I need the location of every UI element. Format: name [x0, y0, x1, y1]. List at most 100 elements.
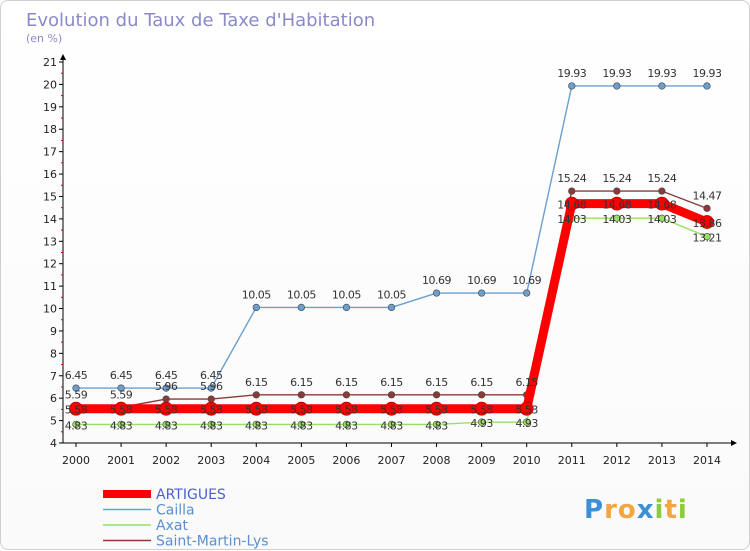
data-point — [69, 401, 83, 416]
data-label: 19.93 — [557, 67, 586, 80]
y-tick-label: 10 — [43, 303, 57, 316]
data-point — [339, 401, 354, 416]
data-point — [703, 232, 711, 241]
data-label: 6.15 — [470, 376, 493, 389]
data-point — [387, 420, 396, 428]
data-label: 5.53 — [470, 404, 493, 417]
axes: 4 5 6 7 8 9 10 11 12 13 14 15 16 17 18 19 20 21 2000 2001 20… — [43, 54, 737, 467]
y-tick-label: 11 — [43, 280, 57, 293]
y-tick-label: 7 — [50, 370, 57, 383]
data-label: 10.69 — [512, 274, 541, 287]
data-label: 4.83 — [65, 419, 88, 432]
data-label: 6.15 — [290, 376, 313, 389]
data-label: 14.68 — [647, 199, 676, 212]
data-label: 5.53 — [245, 404, 268, 417]
data-label: 14.03 — [557, 213, 586, 226]
data-point — [114, 401, 128, 416]
y-tick-label: 21 — [43, 56, 57, 69]
x-tick-label: 2003 — [197, 454, 225, 467]
data-point — [342, 391, 351, 399]
data-point — [703, 82, 711, 90]
data-label: 14.03 — [602, 213, 631, 226]
x-tick-label: 2009 — [468, 454, 496, 467]
x-tick-label: 2001 — [107, 454, 135, 467]
x-tick-label: 2012 — [603, 454, 631, 467]
data-label: 6.15 — [515, 376, 538, 389]
data-label: 6.45 — [200, 369, 223, 382]
data-label: 5.59 — [110, 388, 133, 401]
y-tick-label: 9 — [50, 325, 57, 338]
data-label: 6.15 — [335, 376, 358, 389]
x-tick-label: 2014 — [693, 454, 721, 467]
proxiti-logo: Proxiti — [584, 495, 688, 525]
data-point — [432, 420, 441, 428]
data-point — [474, 401, 489, 416]
data-label: 6.15 — [245, 376, 268, 389]
data-label: 4.83 — [290, 419, 313, 432]
data-point — [342, 303, 351, 312]
data-label: 14.47 — [692, 189, 721, 202]
data-label: 6.15 — [380, 376, 403, 389]
data-label: 4.83 — [335, 419, 358, 432]
y-tick-label: 15 — [43, 190, 57, 203]
data-label: 5.59 — [65, 388, 88, 401]
data-label: 14.68 — [602, 199, 631, 212]
data-label: 5.53 — [380, 404, 403, 417]
logo-letter: P — [584, 495, 604, 525]
data-point — [159, 401, 174, 416]
data-point — [384, 401, 399, 416]
data-label: 10.05 — [377, 288, 406, 301]
data-label: 10.05 — [287, 288, 316, 301]
data-label: 15.24 — [647, 172, 676, 185]
logo-letter: x — [637, 495, 655, 525]
data-point — [655, 196, 669, 211]
data-point — [658, 214, 666, 222]
series-layer — [69, 82, 714, 428]
chart-title: Evolution du Taux de Taxe d'Habitation — [26, 10, 375, 31]
y-tick-label: 17 — [43, 146, 57, 159]
legend-entry: Cailla — [156, 503, 195, 519]
y-tick-label: 13 — [43, 235, 57, 248]
data-label: 15.24 — [602, 172, 631, 185]
data-label: 13.86 — [692, 217, 721, 230]
data-label: 5.53 — [290, 404, 313, 417]
data-point — [294, 401, 309, 416]
data-label: 14.68 — [557, 199, 586, 212]
data-point — [207, 384, 215, 392]
data-point — [204, 401, 219, 416]
y-tick-label: 8 — [50, 347, 57, 360]
data-label: 6.45 — [110, 369, 133, 382]
data-point — [613, 187, 621, 195]
data-point — [252, 391, 260, 399]
data-point — [207, 420, 215, 428]
data-label: 14.03 — [647, 213, 676, 226]
series-line-cailla — [76, 85, 707, 389]
data-point — [297, 303, 305, 312]
x-tick-label: 2002 — [152, 454, 180, 467]
data-point — [297, 391, 305, 399]
x-axis-arrow — [731, 440, 737, 446]
x-tick-label: 2013 — [648, 454, 676, 467]
chart-subtitle: (en %) — [26, 32, 62, 45]
data-label: 5.53 — [200, 404, 223, 417]
x-tick-label: 2004 — [242, 454, 270, 467]
data-label: 10.05 — [242, 288, 271, 301]
data-label: 4.83 — [425, 419, 448, 432]
data-point — [162, 420, 170, 428]
data-point — [478, 289, 486, 297]
data-label: 13.21 — [692, 232, 721, 245]
y-tick-label: 20 — [43, 78, 57, 91]
data-point — [297, 420, 305, 428]
x-tick-label: 2007 — [377, 454, 405, 467]
data-point — [700, 215, 714, 229]
data-label: 5.96 — [200, 380, 223, 393]
data-point — [162, 384, 170, 392]
data-point — [613, 214, 621, 222]
data-point — [207, 395, 215, 403]
data-label: 5.53 — [65, 404, 88, 417]
y-axis-arrow — [60, 54, 66, 60]
data-label: 4.93 — [515, 417, 538, 430]
